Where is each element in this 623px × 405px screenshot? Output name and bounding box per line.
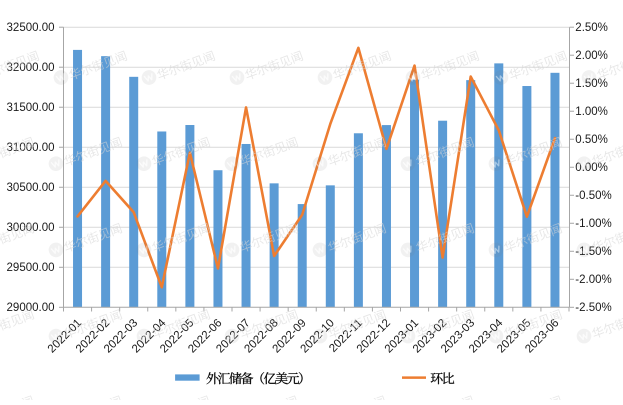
svg-text:30500.00: 30500.00: [7, 182, 55, 194]
svg-text:1.00%: 1.00%: [575, 106, 608, 118]
svg-text:-2.00%: -2.00%: [575, 274, 611, 286]
svg-text:2.00%: 2.00%: [575, 50, 608, 62]
svg-text:-2.50%: -2.50%: [575, 302, 611, 314]
svg-text:0.50%: 0.50%: [575, 134, 608, 146]
svg-text:-0.50%: -0.50%: [575, 190, 611, 202]
svg-text:29000.00: 29000.00: [7, 302, 55, 314]
svg-text:30000.00: 30000.00: [7, 222, 55, 234]
svg-text:31500.00: 31500.00: [7, 102, 55, 114]
svg-text:29500.00: 29500.00: [7, 262, 55, 274]
svg-text:-1.00%: -1.00%: [575, 218, 611, 230]
svg-text:32000.00: 32000.00: [7, 62, 55, 74]
svg-text:32500.00: 32500.00: [7, 22, 55, 34]
svg-text:2.50%: 2.50%: [575, 22, 608, 34]
